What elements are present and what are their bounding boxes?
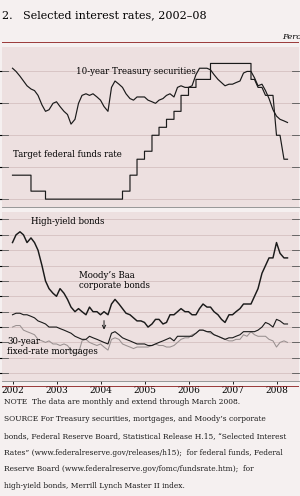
Text: High-yield bonds: High-yield bonds — [31, 217, 105, 226]
Text: Reserve Board (www.federalreserve.gov/fomc/fundsrate.htm);  for: Reserve Board (www.federalreserve.gov/fo… — [4, 465, 254, 474]
Text: NOTE  The data are monthly and extend through March 2008.: NOTE The data are monthly and extend thr… — [4, 398, 241, 407]
Text: Target federal funds rate: Target federal funds rate — [14, 150, 122, 159]
Text: bonds, Federal Reserve Board, Statistical Release H.15, “Selected Interest: bonds, Federal Reserve Board, Statistica… — [4, 432, 287, 440]
Text: SOURCE For Treasury securities, mortgages, and Moody’s corporate: SOURCE For Treasury securities, mortgage… — [4, 415, 266, 423]
Text: Rates” (www.federalreserve.gov/releases/h15);  for federal funds, Federal: Rates” (www.federalreserve.gov/releases/… — [4, 449, 283, 457]
Text: 30-year
fixed-rate mortgages: 30-year fixed-rate mortgages — [8, 337, 98, 356]
Text: 10-year Treasury securities: 10-year Treasury securities — [76, 66, 196, 75]
Text: high-yield bonds, Merrill Lynch Master II index.: high-yield bonds, Merrill Lynch Master I… — [4, 482, 185, 490]
Text: Percent: Percent — [282, 33, 300, 41]
Text: Moody’s Baa
corporate bonds: Moody’s Baa corporate bonds — [79, 271, 150, 290]
Text: 2.   Selected interest rates, 2002–08: 2. Selected interest rates, 2002–08 — [2, 10, 206, 20]
